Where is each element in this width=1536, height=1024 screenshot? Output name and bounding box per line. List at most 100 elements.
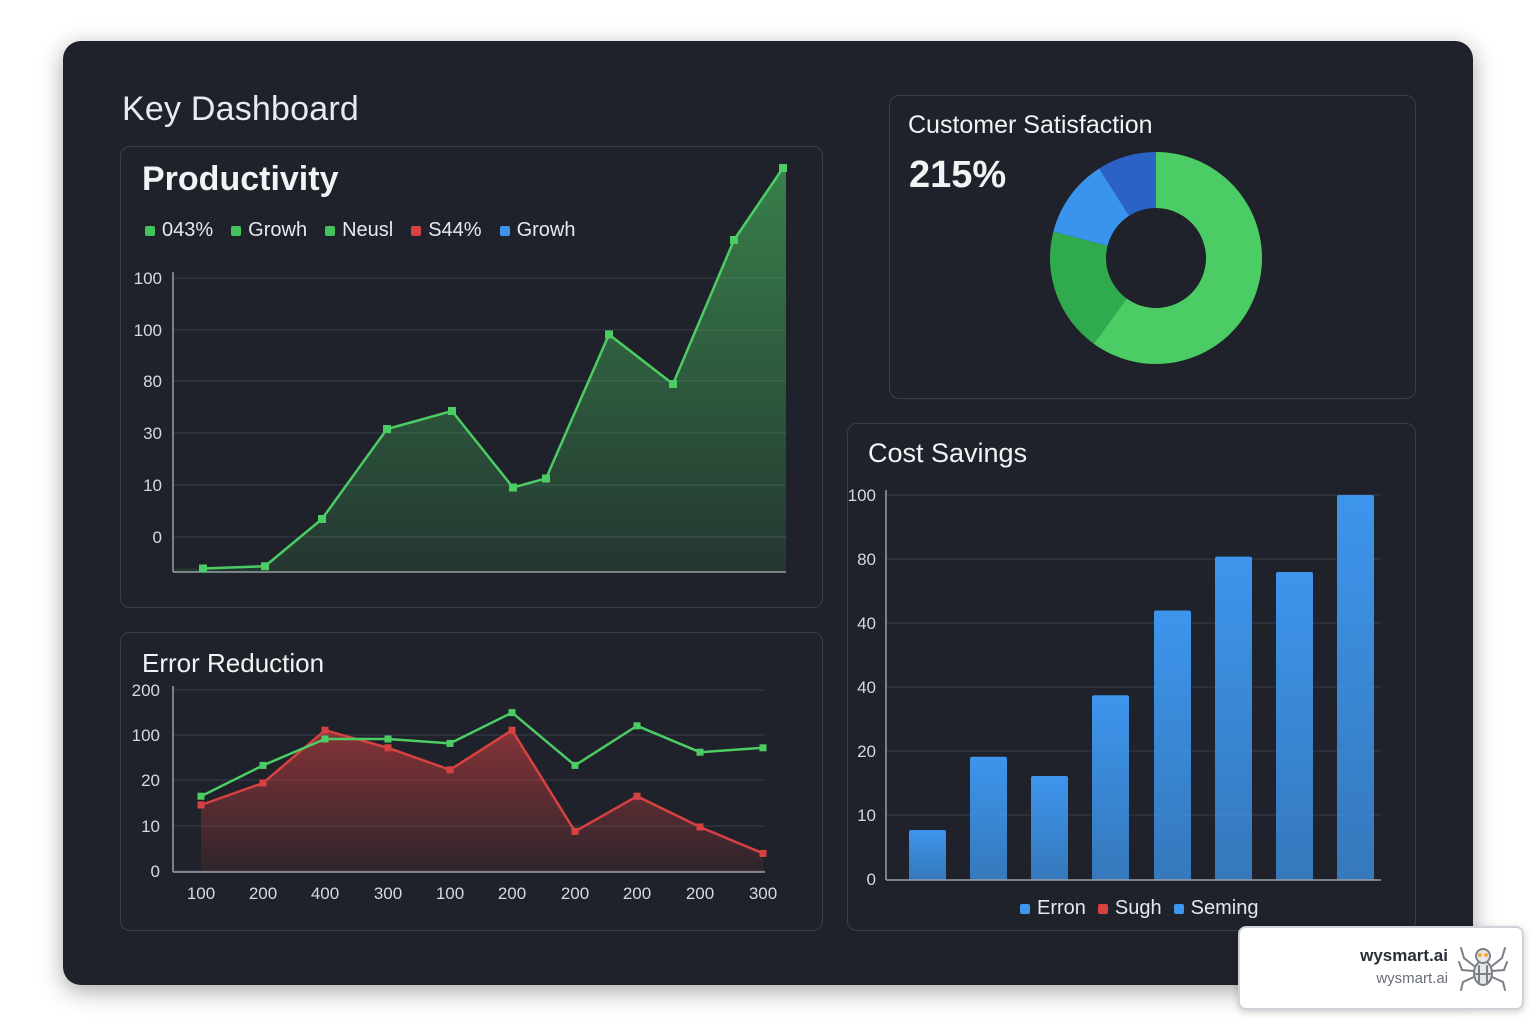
data-point	[261, 562, 269, 571]
data-point	[633, 722, 641, 730]
y-tick-label: 100	[132, 726, 160, 745]
data-point	[197, 792, 205, 800]
legend-label: Growh	[248, 219, 308, 241]
x-tick-label: 200	[498, 884, 526, 903]
data-point	[730, 236, 738, 244]
data-point	[259, 761, 267, 769]
productivity-legend: 043% Growh Neusl S44% Growh	[145, 219, 575, 242]
x-tick-label: 100	[187, 884, 215, 903]
series-line	[200, 711, 764, 798]
data-point	[383, 425, 391, 433]
data-point	[259, 779, 267, 787]
pie-slice	[1050, 231, 1127, 344]
x-tick-label: 400	[311, 884, 339, 903]
y-tick-label: 10	[141, 817, 160, 836]
x-tick-label: 200	[623, 884, 651, 903]
legend-label: Seming	[1190, 897, 1259, 919]
data-point	[696, 748, 704, 756]
bar	[1031, 776, 1068, 880]
legend-item: Seming	[1173, 897, 1259, 920]
data-point	[199, 564, 207, 573]
legend-label: Growh	[516, 219, 576, 241]
legend-swatch-icon	[411, 225, 422, 236]
satisfaction-title: Customer Satisfaction	[908, 111, 1153, 139]
error-title: Error Reduction	[142, 648, 325, 678]
legend-swatch-icon	[1020, 903, 1030, 914]
watermark-badge[interactable]: wysmart.ai wysmart.ai	[1238, 926, 1524, 1010]
x-tick-label: 100	[436, 884, 464, 903]
data-point	[446, 739, 454, 747]
y-tick-label: 40	[857, 614, 876, 633]
y-tick-label: 40	[857, 678, 876, 697]
data-point	[384, 744, 392, 752]
y-tick-label: 10	[143, 476, 162, 495]
x-tick-label: 200	[561, 884, 589, 903]
legend-label: Neusl	[342, 219, 394, 241]
spider-logo-icon	[1458, 947, 1508, 991]
data-point	[508, 726, 516, 734]
data-point	[448, 407, 456, 415]
data-point	[571, 761, 579, 769]
cost-title: Cost Savings	[868, 438, 1028, 468]
legend-item: Neusl	[325, 219, 393, 242]
y-tick-label: 100	[134, 321, 162, 340]
y-tick-label: 10	[857, 806, 876, 825]
series-area	[201, 730, 763, 872]
dashboard-title: Key Dashboard	[122, 90, 359, 128]
bar	[1092, 695, 1129, 880]
series-line	[200, 728, 764, 855]
data-point	[509, 483, 517, 492]
y-tick-label: 100	[848, 486, 876, 505]
data-point	[508, 709, 516, 717]
data-point	[669, 380, 677, 388]
watermark-brand: wysmart.ai	[1360, 946, 1448, 965]
y-tick-label: 100	[134, 269, 162, 288]
data-point	[318, 515, 326, 523]
legend-label: S44%	[428, 219, 482, 241]
pie-slice	[1093, 152, 1263, 365]
y-tick-label: 80	[857, 550, 876, 569]
legend-item: Erron	[1020, 897, 1086, 920]
x-tick-label: 200	[249, 884, 277, 903]
donut-hole	[1107, 209, 1205, 307]
y-tick-label: 0	[867, 870, 876, 889]
data-point	[633, 792, 641, 800]
data-point	[542, 474, 550, 483]
y-tick-label: 30	[143, 424, 162, 443]
bar	[1215, 556, 1252, 880]
y-tick-label: 0	[153, 528, 162, 547]
legend-label: Erron	[1037, 897, 1086, 919]
pie-slice	[1053, 168, 1130, 246]
data-point	[759, 744, 767, 752]
bar	[1276, 572, 1313, 880]
y-tick-label: 20	[857, 742, 876, 761]
bar	[1154, 610, 1191, 880]
legend-item: S44%	[411, 219, 482, 242]
legend-swatch-icon	[231, 225, 242, 236]
legend-item: Growh	[231, 219, 307, 242]
series-area	[173, 168, 786, 572]
y-tick-label: 0	[151, 862, 160, 881]
legend-swatch-icon	[325, 225, 336, 236]
pie-slice	[1099, 152, 1156, 216]
cost-legend: Erron Sugh Seming	[1020, 897, 1258, 920]
x-tick-label: 200	[686, 884, 714, 903]
data-point	[779, 164, 787, 172]
data-point	[696, 823, 704, 831]
data-point	[197, 801, 205, 809]
bar	[970, 756, 1007, 880]
x-tick-label: 300	[374, 884, 402, 903]
legend-item: Sugh	[1097, 897, 1162, 920]
data-point	[605, 330, 613, 339]
bar	[1337, 495, 1374, 880]
legend-swatch-icon	[1173, 903, 1184, 914]
bar	[909, 829, 946, 880]
productivity-title: Productivity	[142, 160, 339, 198]
satisfaction-value: 215%	[909, 154, 1007, 196]
legend-item: Growh	[499, 219, 576, 242]
legend-swatch-icon	[145, 225, 155, 236]
legend-swatch-icon	[1097, 903, 1108, 914]
